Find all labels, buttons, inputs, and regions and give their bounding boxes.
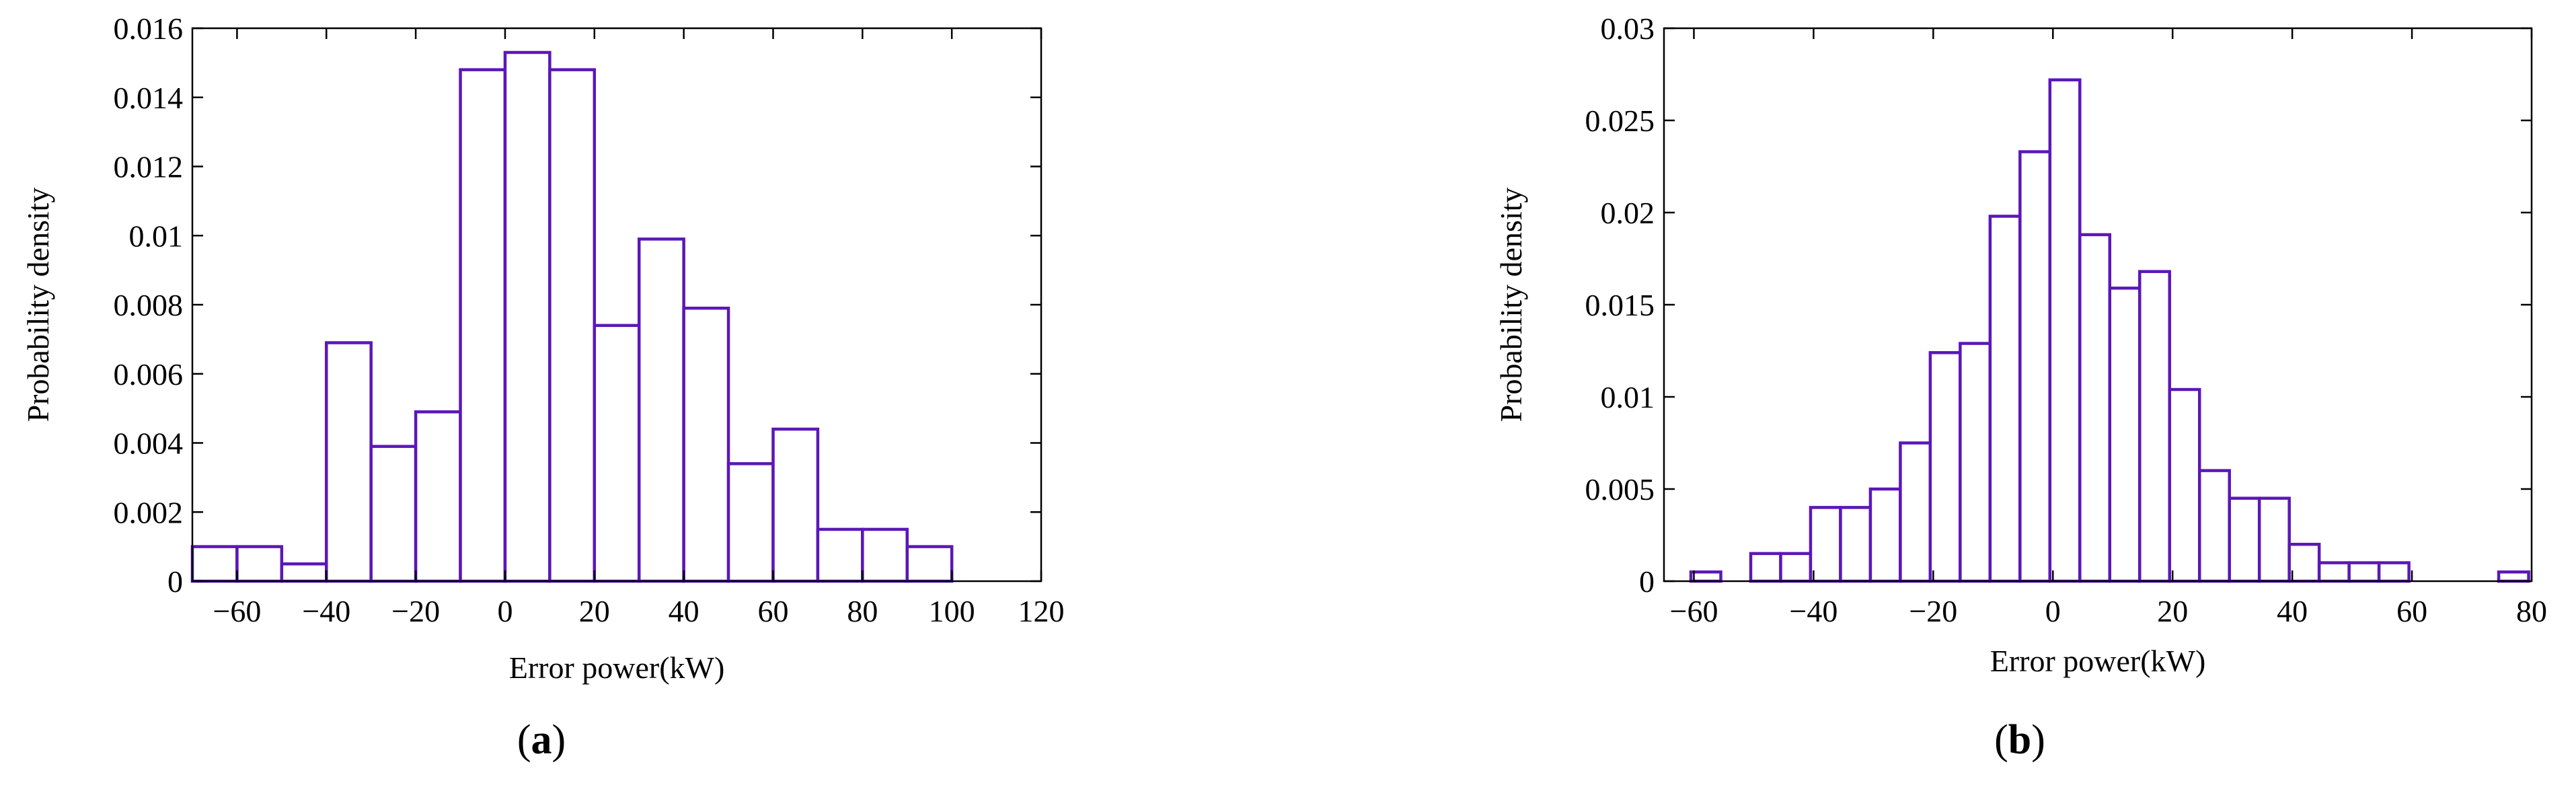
y-axis-title: Probability density [1494,188,1528,422]
histogram-bar [2197,469,2231,583]
y-tick-label: 0 [167,564,183,599]
y-tick-label: 0.014 [114,81,184,115]
x-tick-label: −20 [1909,594,1957,628]
y-tick-label: 0.025 [1585,104,1655,138]
histogram-bar [637,237,685,583]
histogram-bar [280,562,328,583]
panel-label-b: (b) [1994,717,2045,763]
x-tick-label: −40 [302,594,350,628]
histogram-bar [459,68,507,583]
x-tick-label: −60 [1670,594,1718,628]
panel-label-a: (a) [517,717,566,763]
x-tick-label: 0 [497,594,513,628]
x-tick-label: 40 [669,594,699,628]
histogram-bar [593,324,641,583]
histogram-bar [2228,496,2261,583]
y-axis-title: Probability density [21,188,55,422]
histogram-bar [1689,570,1722,583]
histogram-bar [1749,552,1782,583]
histogram-bar [235,545,284,583]
x-tick-label: 60 [757,594,788,628]
histogram-bar [861,527,909,583]
x-tick-label: −40 [1789,594,1838,628]
histogram-bar [2108,287,2142,583]
histogram-bar [771,427,820,583]
y-tick-label: 0.01 [129,219,184,253]
histogram-bar [369,445,418,583]
x-tick-label: 80 [847,594,878,628]
histogram-bar [1988,215,2022,583]
histogram-bar [2018,150,2052,583]
histogram-bar [503,50,552,583]
x-tick-label: −60 [213,594,261,628]
x-tick-label: 0 [2045,594,2061,628]
y-tick-label: 0.006 [114,357,184,391]
histogram-bar [816,527,864,583]
histogram-bar [2287,542,2321,583]
x-axis-title: Error power(kW) [1990,644,2206,678]
y-tick-label: 0.012 [114,150,184,184]
histogram-bar [905,545,954,583]
x-tick-label: 100 [929,594,975,628]
x-tick-label: 60 [2396,594,2427,628]
y-tick-label: 0.002 [114,495,184,529]
histogram-bar [1779,552,1813,583]
histogram-panel-a: −60 −40 −20 0 20 40 60 80 100 120 0 0.002 0.004 0.006… [21,11,1065,685]
histogram-bar [325,341,373,583]
y-tick-label: 0.008 [114,288,184,322]
histogram-panel-b: −60 −40 −20 0 20 40 60 80 0 0.005 0.01 0.015 0.02 0.0… [1494,11,2547,678]
histogram-bar [1809,506,1842,583]
histogram-bar [682,306,730,583]
histogram-bar [548,68,597,583]
x-tick-label: 20 [2157,594,2188,628]
x-tick-label: 20 [579,594,610,628]
x-tick-label: 40 [2277,594,2308,628]
y-tick-label: 0.01 [1601,380,1655,414]
histogram-bar [2317,561,2351,583]
histogram-bar [2078,233,2112,583]
histogram-bar [2138,270,2172,583]
histogram-bar [1928,350,1962,583]
y-tick-label: 0.005 [1585,472,1655,507]
y-tick-label: 0 [1639,564,1655,599]
x-tick-label: 120 [1018,594,1065,628]
histogram-bar [2168,387,2201,583]
histogram-bar [2347,561,2381,583]
y-tick-label: 0.02 [1601,196,1655,230]
y-tick-label: 0.016 [114,11,184,46]
histogram-bar [1839,506,1872,583]
histogram-bar [2377,561,2411,583]
histogram-bar [726,462,775,583]
y-tick-label: 0.015 [1585,288,1655,322]
x-axis-title: Error power(kW) [509,650,725,685]
x-tick-label: −20 [391,594,440,628]
histogram-bar [414,410,462,583]
histogram-bar [2048,78,2082,583]
y-tick-label: 0.004 [114,426,184,461]
histogram-bar [2257,496,2291,583]
histogram-bar [1899,441,1932,583]
x-tick-label: 80 [2516,594,2547,628]
histogram-bar [2497,570,2530,583]
histogram-bar [1959,342,1992,583]
histogram-bar [1868,487,1902,583]
y-tick-label: 0.03 [1601,11,1655,46]
histogram-bar [190,545,239,583]
